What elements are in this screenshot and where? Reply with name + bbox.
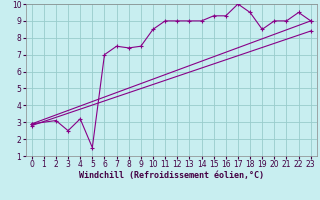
- X-axis label: Windchill (Refroidissement éolien,°C): Windchill (Refroidissement éolien,°C): [79, 171, 264, 180]
